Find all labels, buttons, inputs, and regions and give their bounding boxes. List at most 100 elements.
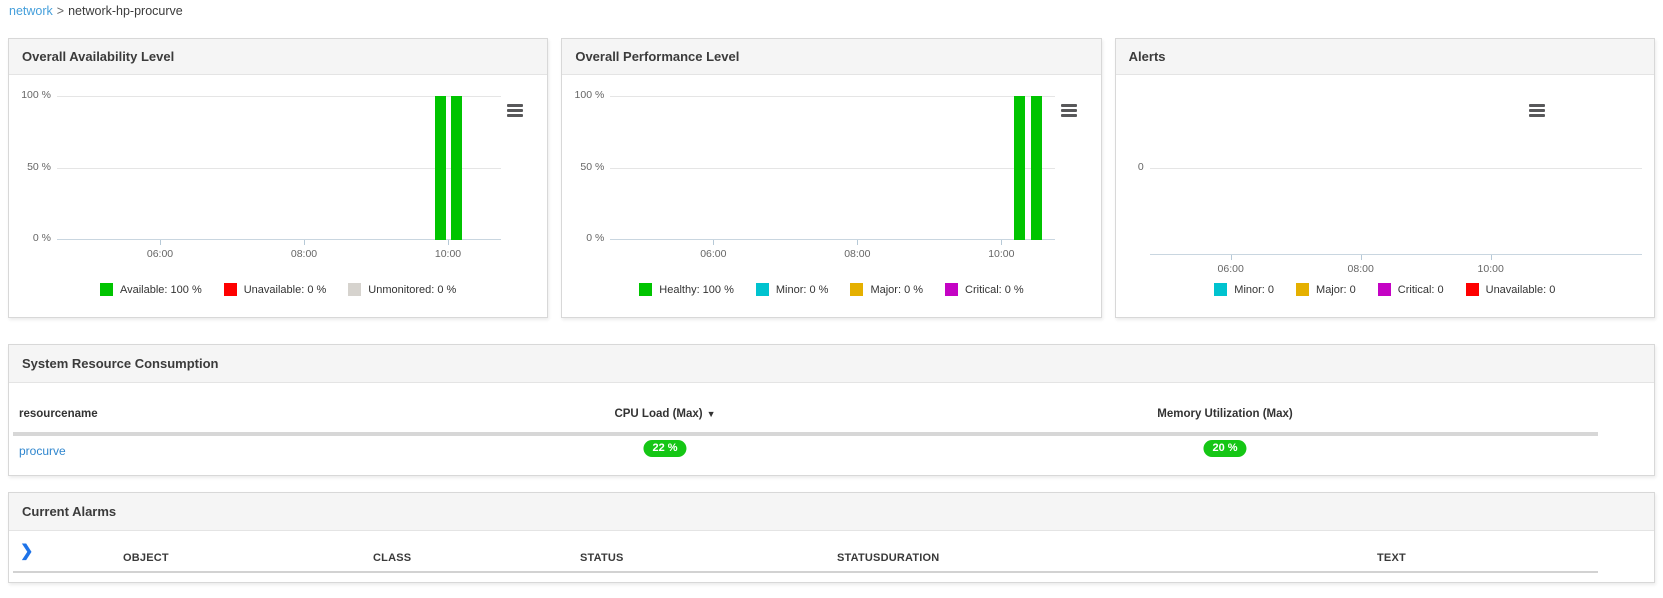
legend-label: Minor: 0 % — [775, 283, 829, 296]
column-header-memory-utilization[interactable]: Memory Utilization (Max) — [1157, 408, 1293, 420]
legend-item[interactable]: Unavailable: 0 — [1465, 283, 1556, 296]
alarms-table: ❯ OBJECT CLASS STATUS STATUSDURATION TEX… — [9, 532, 1654, 582]
column-header-object[interactable]: OBJECT — [123, 552, 169, 564]
legend-label: Major: 0 — [1316, 283, 1356, 296]
chevron-right-icon[interactable]: ❯ — [20, 543, 34, 560]
legend-item[interactable]: Unmonitored: 0 % — [348, 283, 456, 296]
legend-item[interactable]: Major: 0 % — [850, 283, 923, 296]
legend-swatch-icon — [850, 283, 864, 296]
breadcrumb-current: network-hp-procurve — [68, 4, 183, 18]
availability-panel-header: Overall Availability Level — [9, 39, 548, 75]
performance-panel-header: Overall Performance Level — [562, 39, 1101, 75]
legend-item[interactable]: Unavailable: 0 % — [223, 283, 326, 296]
legend-swatch-icon — [639, 283, 653, 296]
y-axis-tick-label: 50 % — [580, 161, 605, 173]
legend-item[interactable]: Critical: 0 % — [945, 283, 1024, 296]
resource-consumption-panel: System Resource Consumption resourcename… — [8, 344, 1655, 476]
charts-row: Overall Availability Level 100 % 50 % 0 … — [8, 38, 1655, 318]
table-header-divider — [13, 432, 1598, 436]
x-axis-line — [1149, 254, 1642, 255]
gridline — [57, 168, 502, 169]
x-axis-tick — [857, 240, 859, 245]
y-axis-tick-label: 0 — [1137, 161, 1144, 173]
legend-item[interactable]: Available: 100 % — [99, 283, 202, 296]
cpu-load-badge[interactable]: 22 % — [643, 440, 687, 457]
column-header-resourcename[interactable]: resourcename — [19, 408, 98, 420]
x-axis-tick — [1360, 255, 1362, 260]
resource-name-link[interactable]: procurve — [19, 444, 66, 458]
performance-panel: Overall Performance Level 100 % 50 % 0 %… — [561, 38, 1102, 318]
availability-legend: Available: 100 % Unavailable: 0 % Unmoni… — [9, 283, 547, 296]
legend-label: Available: 100 % — [119, 283, 202, 296]
resource-table: resourcename CPU Load (Max) ▼ Memory Util… — [9, 384, 1654, 475]
x-axis-line — [57, 239, 502, 240]
y-axis-tick-label: 50 % — [27, 161, 51, 173]
gridline — [1149, 168, 1642, 169]
legend-label: Unavailable: 0 — [1485, 283, 1556, 296]
x-axis-tick-label: 06:00 — [700, 248, 727, 260]
x-axis-tick — [304, 240, 305, 245]
legend-swatch-icon — [755, 283, 769, 296]
alerts-legend: Minor: 0 Major: 0 Critical: 0 Unavailabl… — [1116, 283, 1654, 296]
y-axis-tick-label: 0 % — [586, 232, 605, 244]
performance-legend: Healthy: 100 % Minor: 0 % Major: 0 % Cri… — [562, 283, 1100, 296]
performance-chart: 100 % 50 % 0 % 06:00 08:00 10:00 Healthy… — [562, 76, 1100, 317]
x-axis-tick-label: 06:00 — [146, 248, 174, 260]
memory-utilization-badge[interactable]: 20 % — [1203, 440, 1247, 457]
legend-item[interactable]: Minor: 0 — [1214, 283, 1274, 296]
alerts-panel: Alerts 0 06:00 08:00 10:00 Minor: 0 Majo… — [1114, 38, 1655, 318]
alarms-panel-title: Current Alarms — [22, 504, 117, 519]
alerts-panel-header: Alerts — [1115, 39, 1654, 75]
x-axis-tick — [160, 240, 161, 245]
legend-swatch-icon — [1377, 283, 1391, 296]
table-header-divider — [13, 571, 1598, 573]
column-header-class[interactable]: CLASS — [373, 552, 412, 564]
legend-item[interactable]: Minor: 0 % — [755, 283, 829, 296]
x-axis-tick-label: 08:00 — [290, 248, 318, 260]
x-axis-tick — [1001, 240, 1003, 245]
x-axis-tick-label: 08:00 — [844, 248, 871, 260]
availability-bar[interactable] — [451, 96, 462, 240]
legend-swatch-icon — [1465, 283, 1479, 296]
performance-bar[interactable] — [1014, 96, 1026, 240]
legend-item[interactable]: Healthy: 100 % — [639, 283, 734, 296]
breadcrumb-parent-link[interactable]: network — [9, 4, 53, 18]
chart-menu-icon[interactable] — [1060, 104, 1077, 119]
performance-panel-title: Overall Performance Level — [575, 49, 740, 64]
chart-menu-icon[interactable] — [1528, 104, 1545, 119]
x-axis-tick — [1490, 255, 1492, 260]
legend-swatch-icon — [348, 283, 362, 296]
gridline — [57, 96, 502, 97]
legend-item[interactable]: Critical: 0 — [1377, 283, 1444, 296]
y-axis-tick-label: 100 % — [574, 89, 605, 101]
legend-label: Minor: 0 — [1234, 283, 1275, 296]
y-axis-tick-label: 100 % — [21, 89, 51, 101]
performance-bar[interactable] — [1031, 96, 1043, 240]
legend-label: Unmonitored: 0 % — [368, 283, 457, 296]
legend-label: Healthy: 100 % — [659, 283, 734, 296]
legend-label: Critical: 0 — [1397, 283, 1444, 296]
column-header-text[interactable]: TEXT — [1377, 552, 1406, 564]
availability-chart: 100 % 50 % 0 % 06:00 08:00 10:00 Availab… — [9, 76, 547, 317]
x-axis-tick — [713, 240, 715, 245]
column-header-cpu-load[interactable]: CPU Load (Max) ▼ — [614, 408, 715, 420]
legend-swatch-icon — [1296, 283, 1310, 296]
legend-item[interactable]: Major: 0 — [1296, 283, 1356, 296]
x-axis-tick-label: 10:00 — [1477, 263, 1504, 275]
sort-descending-icon[interactable]: ▼ — [706, 409, 716, 419]
availability-panel-title: Overall Availability Level — [22, 49, 175, 64]
availability-panel: Overall Availability Level 100 % 50 % 0 … — [8, 38, 549, 318]
availability-bar[interactable] — [435, 96, 446, 240]
legend-swatch-icon — [99, 283, 113, 296]
y-axis-tick-label: 0 % — [32, 232, 51, 244]
column-header-status[interactable]: STATUS — [580, 552, 624, 564]
x-axis-tick-label: 08:00 — [1347, 263, 1374, 275]
alarms-panel-header: Current Alarms — [9, 493, 1654, 531]
chart-menu-icon[interactable] — [507, 104, 524, 119]
current-alarms-panel: Current Alarms ❯ OBJECT CLASS STATUS STA… — [8, 492, 1655, 583]
legend-swatch-icon — [945, 283, 959, 296]
legend-label: Major: 0 % — [870, 283, 924, 296]
alerts-panel-title: Alerts — [1128, 49, 1166, 64]
column-header-statusduration[interactable]: STATUSDURATION — [837, 552, 940, 564]
x-axis-tick-label: 10:00 — [434, 248, 462, 260]
